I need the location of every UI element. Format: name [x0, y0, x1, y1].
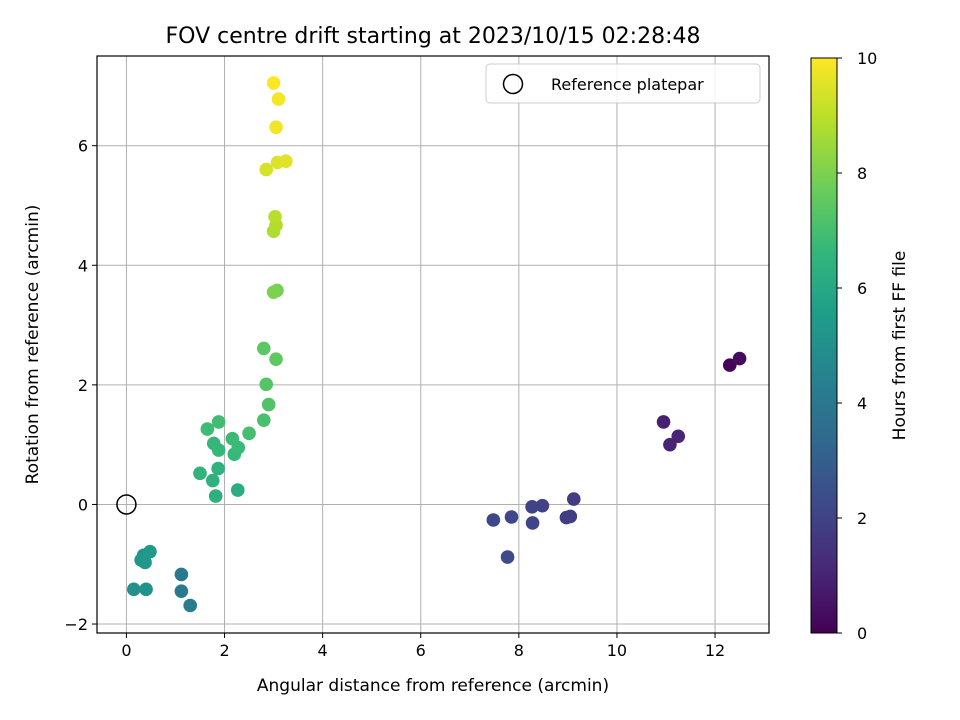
data-point [486, 513, 501, 527]
y-tick-label: −2 [64, 615, 88, 634]
data-point [174, 584, 189, 598]
legend-box [485, 63, 761, 104]
y-tick-label: 6 [78, 137, 88, 156]
x-tick-label: 8 [514, 641, 524, 660]
x-tick-label: 4 [318, 641, 328, 660]
colorbar-tick-label: 0 [857, 624, 867, 643]
axis-ticks: 0 2 4 6 8 10 12 −2 0 2 4 6 [64, 137, 725, 660]
data-point [211, 415, 226, 429]
data-point [208, 489, 223, 503]
data-point [126, 582, 141, 597]
data-point [205, 473, 220, 488]
reference-layer [116, 494, 137, 515]
x-tick-label: 12 [705, 641, 725, 660]
data-point [266, 285, 281, 299]
data-point [279, 154, 293, 169]
x-axis-label: Angular distance from reference (arcmin) [257, 676, 609, 696]
y-tick-label: 4 [78, 256, 88, 275]
legend-entry-reference-platepar: Reference platepar [551, 75, 704, 94]
colorbar [810, 57, 838, 634]
colorbar-ticks: 0 2 4 6 8 10 [837, 49, 877, 643]
colorbar-label: Hours from first FF file [890, 251, 910, 441]
data-point [269, 120, 283, 134]
points-layer [126, 76, 747, 613]
legend: Reference platepar [485, 63, 761, 104]
chart-title: FOV centre drift starting at 2023/10/15 … [166, 24, 701, 49]
data-point [271, 92, 286, 106]
data-point [504, 510, 519, 524]
data-point [242, 426, 256, 441]
data-point [559, 510, 574, 525]
plot-area [96, 55, 770, 634]
data-point [259, 162, 274, 177]
data-point [225, 431, 240, 446]
data-point [139, 582, 153, 597]
y-tick-label: 2 [78, 376, 88, 395]
colorbar-tick-label: 4 [857, 394, 867, 413]
colorbar-tick-label: 8 [857, 164, 867, 183]
data-point [566, 492, 581, 506]
data-point [535, 498, 550, 513]
x-tick-label: 6 [416, 641, 426, 660]
x-tick-label: 0 [121, 641, 131, 660]
data-point [256, 341, 271, 356]
data-point [211, 443, 226, 457]
legend-marker-circle-icon [502, 73, 524, 95]
data-point [183, 598, 197, 613]
data-point [656, 415, 671, 429]
reference-point-marker [116, 494, 137, 515]
y-axis-label: Rotation from reference (arcmin) [23, 205, 43, 485]
data-point [722, 358, 737, 372]
colorbar-tick-label: 2 [857, 509, 867, 528]
data-point [269, 352, 283, 366]
data-point [143, 544, 157, 559]
data-point [193, 466, 207, 481]
data-point [259, 377, 274, 392]
grid-layer [97, 56, 769, 633]
data-point [211, 461, 225, 476]
colorbar-tick-label: 6 [857, 279, 867, 298]
x-tick-label: 2 [219, 641, 229, 660]
colorbar-tick-label: 10 [857, 49, 877, 68]
data-point [732, 351, 747, 366]
data-point [663, 437, 677, 452]
data-point [266, 76, 281, 90]
data-point [138, 555, 152, 570]
data-point [500, 550, 515, 564]
data-point [256, 413, 271, 427]
data-point [525, 500, 539, 514]
y-tick-label: 0 [78, 495, 88, 514]
data-point [230, 483, 245, 497]
x-tick-label: 10 [607, 641, 627, 660]
data-point [174, 567, 189, 582]
data-point [261, 397, 276, 412]
data-point [200, 422, 215, 436]
data-point [671, 429, 686, 444]
data-point [525, 516, 540, 530]
data-point [268, 210, 282, 224]
